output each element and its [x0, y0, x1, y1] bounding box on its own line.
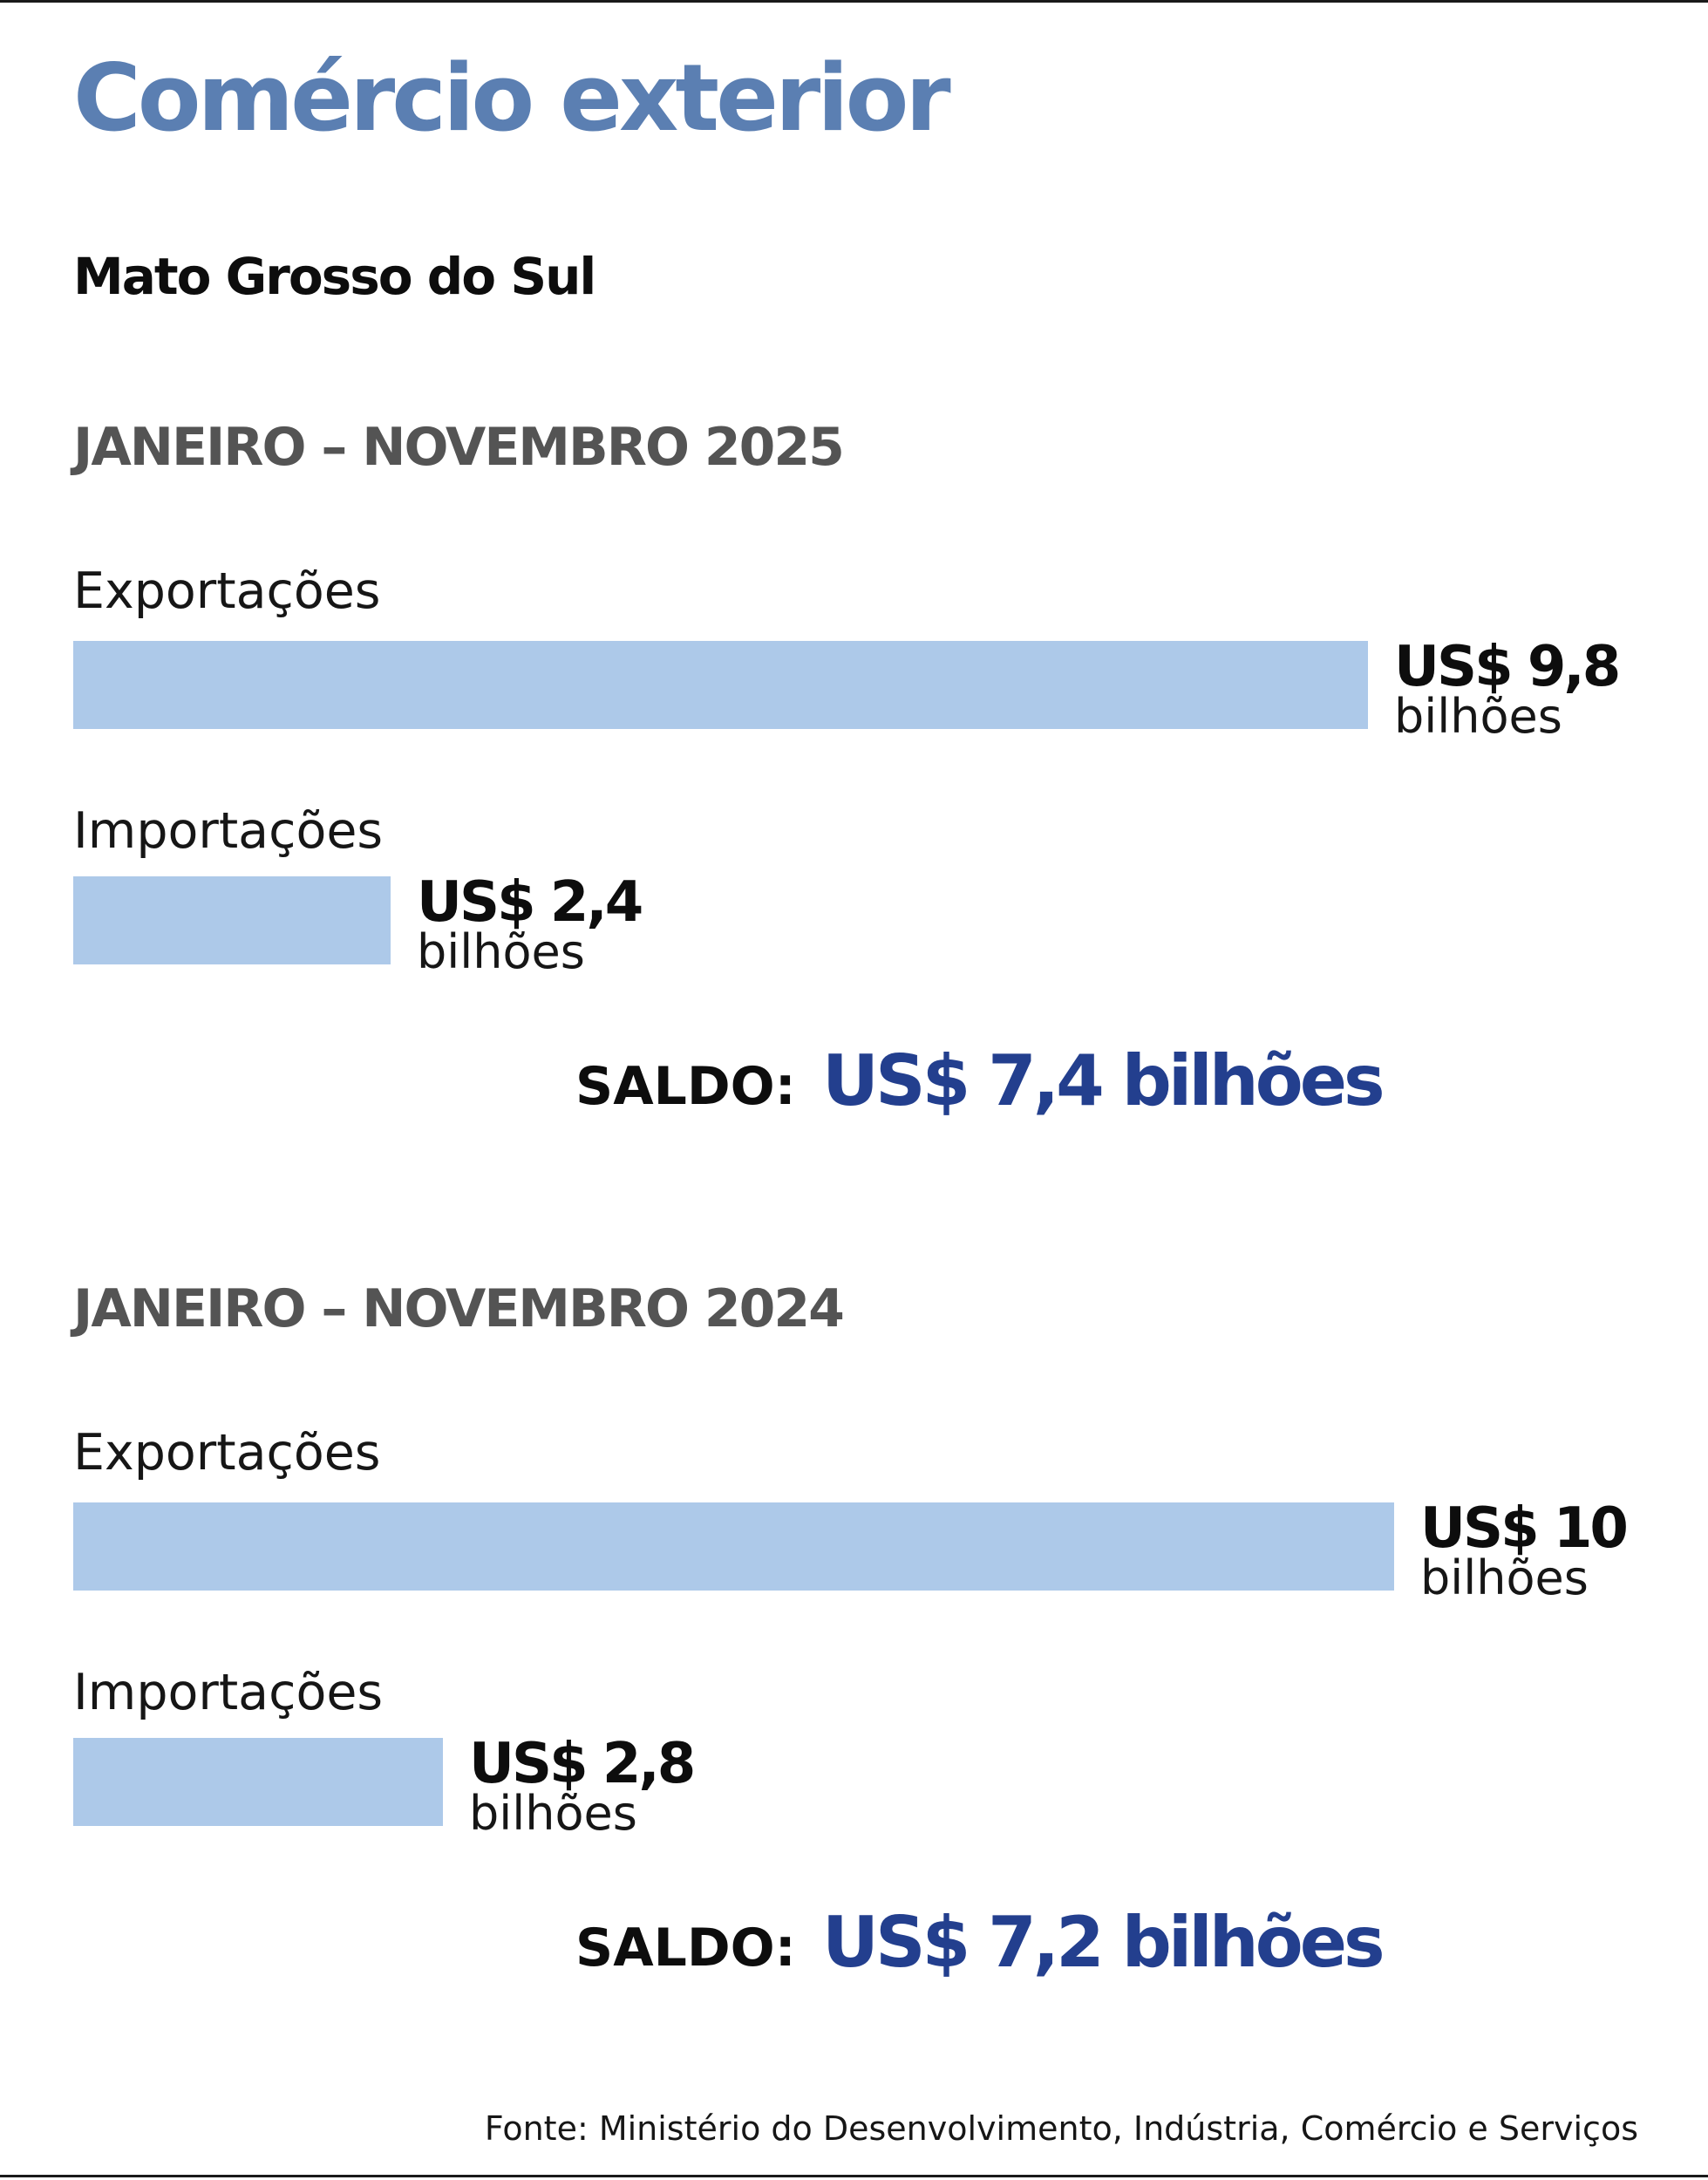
value-amount: US$ 10: [1420, 1496, 1629, 1561]
value-unit: bilhões: [1394, 689, 1562, 744]
value-unit: bilhões: [469, 1786, 637, 1841]
bar-importacoes: [73, 1738, 443, 1826]
saldo-label: SALDO:: [575, 1056, 796, 1117]
value-label: US$ 9,8 bilhões: [1394, 635, 1621, 744]
period-heading: JANEIRO – NOVEMBRO 2025: [73, 417, 845, 478]
period-heading: JANEIRO – NOVEMBRO 2024: [73, 1278, 845, 1339]
saldo-value: US$ 7,2 bilhões: [822, 1902, 1385, 1983]
category-label: Exportações: [73, 1424, 381, 1482]
value-amount: US$ 2,8: [469, 1732, 696, 1796]
value-label: US$ 2,8 bilhões: [469, 1732, 696, 1841]
saldo-value: US$ 7,4 bilhões: [822, 1040, 1385, 1121]
category-label: Importações: [73, 802, 384, 860]
value-unit: bilhões: [1420, 1550, 1589, 1605]
saldo-label: SALDO:: [575, 1918, 796, 1979]
category-label: Exportações: [73, 562, 381, 620]
value-amount: US$ 2,4: [417, 870, 643, 935]
chart-title: Comércio exterior: [73, 44, 951, 152]
value-label: US$ 10 bilhões: [1420, 1496, 1629, 1605]
value-label: US$ 2,4 bilhões: [417, 870, 643, 979]
top-rule: [0, 0, 1708, 3]
source-note: Fonte: Ministério do Desenvolvimento, In…: [484, 2109, 1638, 2148]
value-amount: US$ 9,8: [1394, 635, 1621, 699]
bar-importacoes: [73, 876, 391, 964]
bottom-rule: [0, 2175, 1708, 2177]
chart-subtitle: Mato Grosso do Sul: [73, 247, 596, 306]
value-unit: bilhões: [417, 924, 585, 979]
category-label: Importações: [73, 1664, 384, 1721]
bar-exportacoes: [73, 641, 1368, 729]
bar-exportacoes: [73, 1502, 1394, 1591]
